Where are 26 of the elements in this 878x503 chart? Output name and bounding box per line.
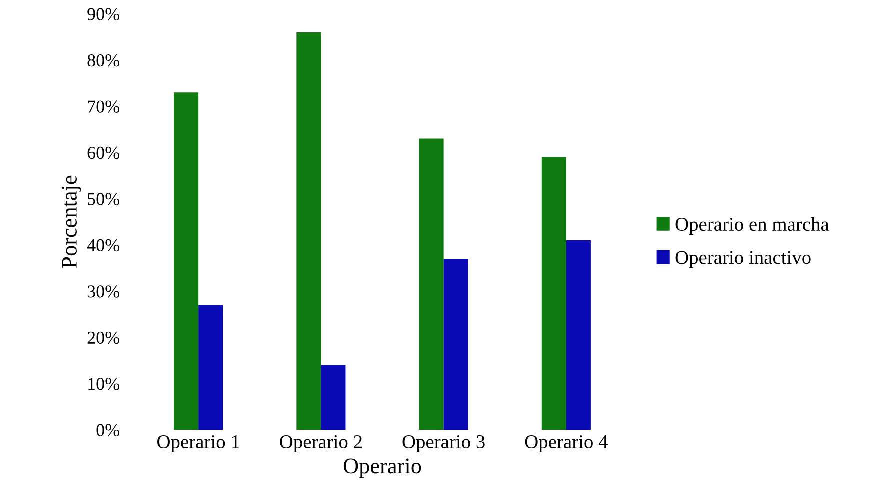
bar <box>174 92 199 430</box>
y-tick-label: 20% <box>88 332 120 344</box>
y-tick-label: 80% <box>88 54 120 67</box>
bar <box>198 305 224 430</box>
y-tick-label: 40% <box>87 239 120 252</box>
bar <box>542 157 566 430</box>
bar <box>444 258 468 430</box>
y-tick-label: 60% <box>88 146 120 160</box>
y-tick-label: 70% <box>88 100 120 113</box>
bar <box>296 32 322 430</box>
bar <box>321 365 346 430</box>
y-tick-label: 0% <box>96 424 120 436</box>
bar <box>419 138 444 430</box>
y-tick-label: 30% <box>88 286 120 298</box>
bar <box>566 240 591 430</box>
legend-label: Operario en marcha <box>676 217 830 236</box>
y-tick-label: 10% <box>88 378 120 390</box>
y-tick-label: 50% <box>88 193 120 206</box>
y-tick-label: 90% <box>88 8 120 20</box>
x-tick-label: Operario 4 <box>525 435 608 452</box>
x-axis-title: Operario <box>344 458 422 478</box>
x-tick-label: Operario 2 <box>280 435 362 452</box>
x-tick-label: Operario 1 <box>158 435 240 452</box>
x-tick-label: Operario 3 <box>402 435 485 452</box>
y-axis-title: Porcentaje <box>62 176 82 268</box>
legend-label: Operario inactivo <box>676 251 811 268</box>
